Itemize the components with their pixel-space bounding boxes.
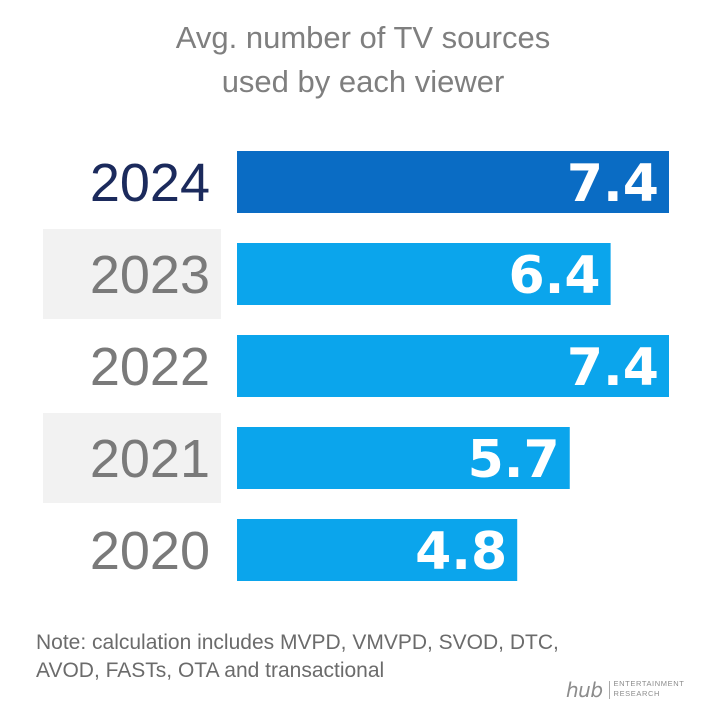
row-shade-2021 <box>43 413 221 503</box>
category-label-2022: 2022 <box>90 337 210 397</box>
bar-2024 <box>237 151 669 213</box>
footnote-line-1: Note: calculation includes MVPD, VMVPD, … <box>36 631 559 654</box>
logo-divider <box>608 681 610 699</box>
value-label-2020: 4.8 <box>415 522 507 582</box>
bar-chart: 2024 7.4 2023 6.4 2022 7.4 2021 5.7 2020 4.8 <box>43 151 669 582</box>
logo-subtitle: ENTERTAINMENT RESEARCH <box>614 680 685 700</box>
chart-title: Avg. number of TV sources used by each v… <box>0 16 726 104</box>
hub-logo: hub ENTERTAINMENT RESEARCH <box>566 678 726 702</box>
value-label-2021: 5.7 <box>468 430 560 490</box>
chart-title-line-2: used by each viewer <box>221 64 505 99</box>
value-label-2023: 6.4 <box>508 246 600 306</box>
category-label-2021: 2021 <box>90 429 210 489</box>
footnote: Note: calculation includes MVPD, VMVPD, … <box>36 629 676 685</box>
bar-2022 <box>237 335 669 397</box>
logo-subtitle-line-2: RESEARCH <box>613 689 661 698</box>
bar-2021 <box>237 427 570 489</box>
footnote-line-2: AVOD, FASTs, OTA and transactional <box>36 659 385 682</box>
logo-wordmark: hub <box>566 678 603 702</box>
bar-2023 <box>237 243 611 305</box>
value-label-2022: 7.4 <box>567 338 659 398</box>
chart-title-line-1: Avg. number of TV sources <box>175 20 551 55</box>
category-label-2020: 2020 <box>90 521 210 581</box>
category-label-2024: 2024 <box>90 153 210 213</box>
category-label-2023: 2023 <box>90 245 210 305</box>
row-shade-2023 <box>43 229 221 319</box>
bar-2020 <box>237 519 518 581</box>
logo-subtitle-line-1: ENTERTAINMENT <box>613 679 685 688</box>
value-label-2024: 7.4 <box>567 154 659 214</box>
